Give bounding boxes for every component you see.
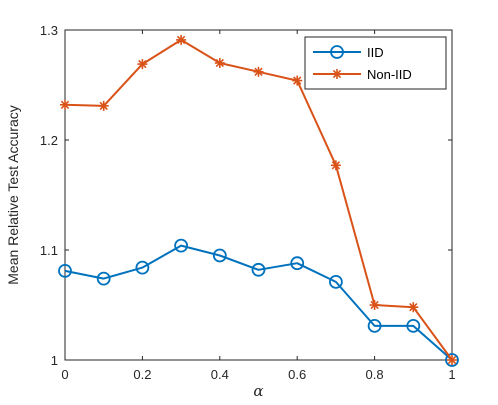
x-tick-label: 1 — [448, 367, 455, 382]
x-tick-label: 0.4 — [211, 367, 229, 382]
data-point-non-iid — [253, 66, 264, 77]
legend-label: IID — [367, 45, 384, 60]
y-axis-label: Mean Relative Test Accuracy — [5, 105, 21, 285]
data-point-non-iid — [447, 355, 457, 365]
legend-swatch-marker — [332, 69, 342, 79]
x-tick-label: 0 — [61, 367, 68, 382]
legend-swatch-marker — [330, 45, 344, 59]
data-point-non-iid — [137, 59, 148, 70]
series-line-iid — [64, 244, 453, 361]
asterisk-stroke — [332, 69, 342, 79]
data-point-non-iid — [330, 160, 341, 171]
asterisk-stroke — [370, 300, 379, 310]
data-point-iid — [96, 271, 111, 286]
data-point-iid — [290, 256, 305, 271]
data-point-non-iid — [292, 75, 303, 86]
data-point-iid — [58, 263, 72, 278]
legend-label: Non-IID — [367, 67, 412, 82]
x-tick-label: 0.2 — [133, 367, 151, 382]
data-point-iid — [367, 318, 382, 333]
y-tick-label: 1 — [51, 353, 58, 368]
legend-box — [304, 36, 447, 90]
data-point-iid — [328, 274, 343, 289]
data-point-non-iid — [214, 58, 225, 68]
data-point-iid — [174, 238, 189, 253]
x-axis-label: α — [253, 382, 263, 400]
legend: IID Non-IID — [304, 36, 447, 90]
asterisk-stroke — [447, 355, 457, 365]
data-point-non-iid — [60, 99, 70, 110]
data-point-non-iid — [98, 100, 109, 111]
data-point-non-iid — [369, 300, 380, 310]
data-point-non-iid — [408, 302, 419, 313]
asterisk-stroke — [138, 59, 147, 69]
asterisk-stroke — [331, 161, 341, 170]
series-non-iid — [60, 34, 457, 365]
asterisk-stroke — [99, 101, 108, 111]
asterisk-stroke — [293, 76, 302, 85]
asterisk-stroke — [409, 303, 418, 312]
asterisk-stroke — [176, 35, 186, 45]
legend-item-iid: IID — [313, 45, 384, 60]
data-point-iid — [251, 262, 266, 277]
data-point-iid — [135, 260, 150, 275]
y-tick-label: 1.3 — [40, 23, 58, 38]
x-axis-ticks: 0 0.2 0.4 0.6 0.8 1 — [61, 30, 456, 382]
y-axis-ticks: 1 1.1 1.2 1.3 — [40, 23, 452, 368]
y-tick-label: 1.2 — [40, 133, 58, 148]
x-tick-label: 0.8 — [366, 367, 384, 382]
data-point-iid — [212, 248, 227, 263]
asterisk-stroke — [60, 100, 70, 109]
asterisk-stroke — [254, 67, 263, 76]
y-tick-label: 1.1 — [40, 243, 58, 258]
asterisk-stroke — [215, 58, 224, 68]
x-tick-label: 0.6 — [288, 367, 306, 382]
legend-item-non-iid: Non-IID — [313, 67, 412, 82]
data-point-iid — [406, 318, 421, 333]
series-layer — [58, 34, 459, 367]
data-point-non-iid — [176, 34, 187, 45]
series-iid — [58, 238, 459, 367]
data-point-iid — [445, 353, 459, 367]
